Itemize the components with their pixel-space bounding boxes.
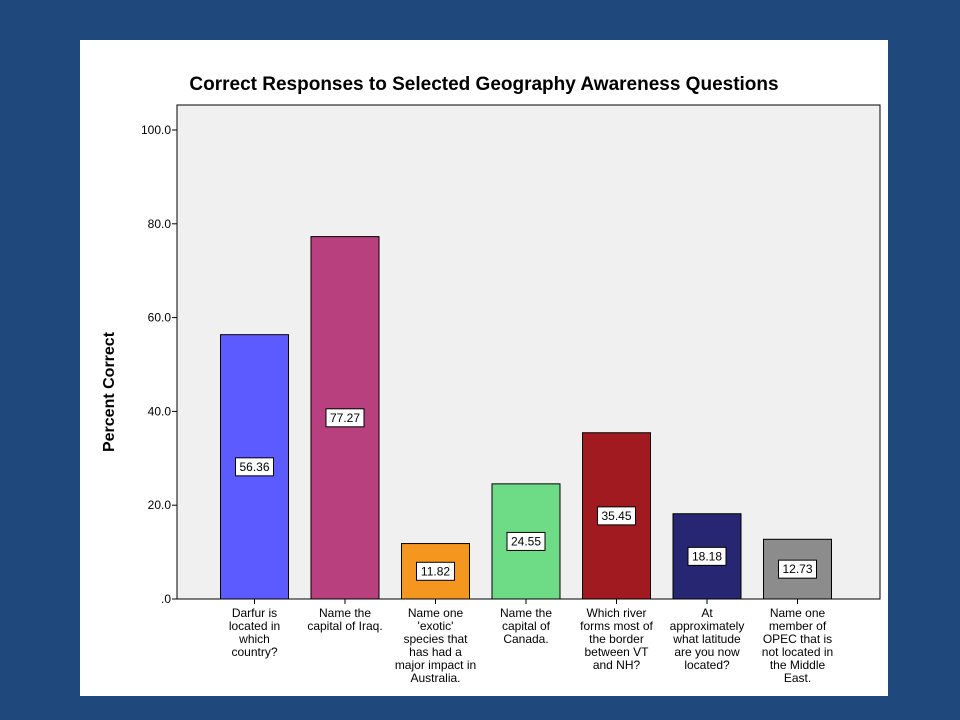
- y-tick-label: 100.0: [141, 123, 171, 137]
- data-label: 24.55: [511, 534, 541, 548]
- x-axis-labels: Darfur is located in which country? Name the…: [229, 599, 833, 685]
- data-label: 56.36: [239, 460, 269, 474]
- data-label: 11.82: [421, 564, 450, 578]
- data-label-box: [687, 546, 727, 566]
- y-tick-label: .0: [161, 592, 171, 606]
- data-label-box: [416, 561, 455, 581]
- data-label-box: [778, 559, 817, 579]
- y-tick-label: 80.0: [148, 217, 172, 231]
- chart-title: Correct Responses to Selected Geography …: [189, 74, 778, 95]
- data-label-box: [506, 531, 546, 551]
- bar-chart: Correct Responses to Selected Geography …: [101, 74, 881, 685]
- y-tick-label: 60.0: [148, 311, 172, 325]
- x-tick-label: Name one member of OPEC that is not located…: [762, 606, 833, 685]
- x-tick-label: Which river forms most of the border betwee…: [580, 606, 653, 672]
- data-label: 35.45: [601, 509, 631, 523]
- y-tick-label: 20.0: [148, 498, 172, 512]
- data-label-box: [235, 457, 274, 477]
- x-tick-label: Darfur is located in which country?: [229, 606, 280, 659]
- y-axis: .0 20.0 40.0 60.0 80.0 100.0: [141, 123, 177, 606]
- data-label: 18.18: [692, 549, 722, 563]
- bars: 56.36 77.27 11.82 24.55 35.45 18.18 12.73: [220, 236, 832, 600]
- data-label: 12.73: [782, 562, 812, 576]
- bar: [763, 538, 832, 600]
- data-label-box: [597, 506, 636, 526]
- data-label-box: [325, 408, 365, 428]
- x-tick-label: Name the capital of Iraq.: [307, 606, 382, 633]
- data-label: 77.27: [330, 411, 360, 425]
- x-tick-label: Name the capital of Canada.: [500, 606, 552, 646]
- y-axis-label: Percent Correct: [101, 331, 118, 452]
- x-tick-label: Name one'exotic' species that has had a maj…: [395, 606, 476, 685]
- chart-panel: Correct Responses to Selected Geography …: [80, 40, 888, 696]
- y-tick-label: 40.0: [148, 404, 172, 418]
- x-tick-label: At approximately what latitude are you now l…: [670, 606, 745, 672]
